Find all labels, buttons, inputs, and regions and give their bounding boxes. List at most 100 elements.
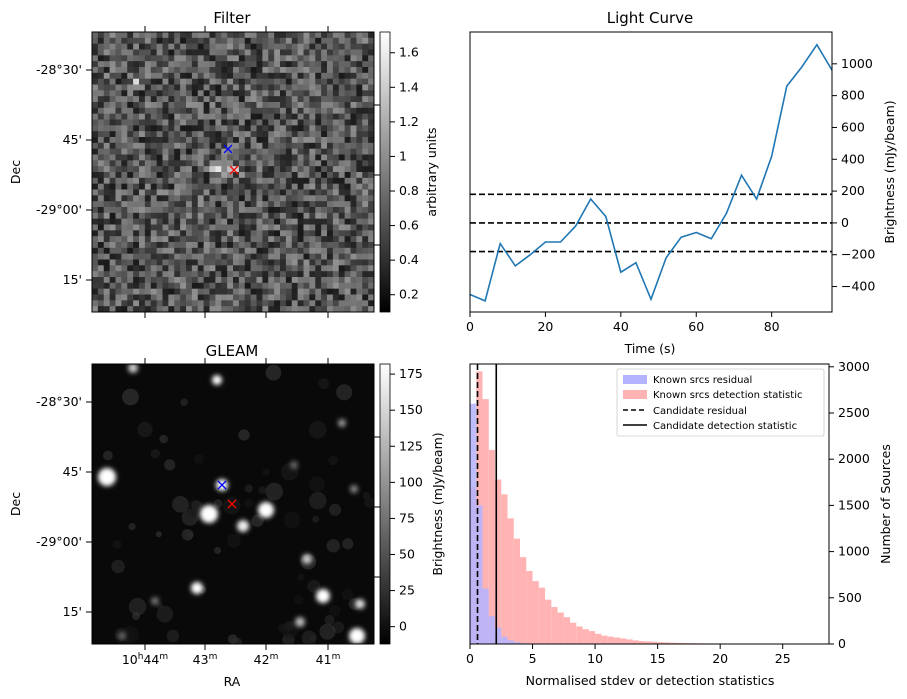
filter-pixel: [250, 212, 257, 220]
filter-pixel: [368, 113, 374, 120]
filter-pixel: [174, 271, 181, 278]
filter-pixel: [368, 142, 374, 150]
filter-pixel: [315, 207, 322, 214]
filter-pixel: [209, 172, 216, 179]
filter-pixel: [103, 125, 111, 132]
filter-pixel: [285, 172, 293, 179]
filter-pixel: [180, 142, 187, 150]
filter-pixel: [127, 201, 134, 208]
filter-pixel: [291, 166, 299, 173]
filter-pixel: [191, 96, 199, 103]
filter-pixel: [362, 72, 369, 80]
filter-pixel: [262, 195, 269, 202]
filter-pixel: [121, 195, 128, 202]
filter-pixel: [162, 294, 169, 301]
filter-pixel: [315, 306, 322, 312]
filter-pixel: [144, 37, 152, 45]
filter-pixel: [338, 271, 346, 278]
filter-pixel: [262, 125, 269, 132]
filter-pixel: [356, 61, 363, 68]
gleam-ticks: -28°30'45'-29°00'15'10h44m 43m 42m 41m: [36, 358, 380, 667]
filter-pixel: [321, 148, 328, 155]
filter-pixel: [162, 236, 169, 243]
filter-pixel: [285, 78, 293, 85]
residual-bar: [501, 636, 508, 644]
filter-pixel: [368, 78, 374, 85]
filter-pixel: [303, 247, 310, 255]
filter-pixel: [197, 300, 205, 307]
filter-pixel: [215, 49, 222, 56]
filter-pixel: [285, 72, 293, 80]
filter-pixel: [144, 242, 152, 249]
filter-pixel: [285, 300, 293, 307]
filter-pixel: [203, 37, 210, 45]
filter-pixel: [168, 84, 175, 91]
filter-pixel: [350, 37, 357, 45]
filter-pixel: [321, 271, 328, 278]
filter-pixel: [209, 288, 216, 295]
candidate-marker: [229, 165, 239, 175]
filter-pixel: [238, 102, 246, 109]
filter-pixel: [350, 207, 357, 214]
filter-pixel: [238, 294, 246, 301]
filter-pixel: [133, 265, 140, 272]
filter-pixel: [338, 172, 346, 179]
filter-pixel: [303, 96, 310, 103]
filter-pixel: [227, 277, 234, 284]
filter-pixel: [233, 96, 240, 103]
filter-pixel: [191, 84, 199, 91]
filter-pixel: [121, 154, 128, 161]
filter-pixel: [344, 189, 351, 196]
filter-pixel: [109, 37, 116, 45]
filter-pixel: [109, 300, 116, 307]
known-source-marker: [223, 144, 233, 154]
filter-pixel: [127, 32, 134, 39]
filter-pixel: [274, 78, 281, 85]
filter-pixel: [268, 119, 275, 126]
filter-pixel: [109, 32, 116, 39]
filter-pixel: [303, 148, 310, 155]
filter-pixel: [115, 183, 122, 190]
filter-pixel: [186, 119, 193, 126]
filter-pixel: [291, 212, 299, 220]
filter-pixel: [250, 271, 257, 278]
filter-pixel: [338, 277, 346, 284]
filter-pixel: [115, 78, 122, 85]
filter-pixel: [186, 201, 193, 208]
filter-pixel: [321, 277, 328, 284]
filter-pixel: [156, 212, 163, 220]
filter-pixel: [197, 242, 205, 249]
filter-pixel: [244, 177, 252, 185]
filter-pixel: [344, 294, 351, 301]
filter-pixel: [350, 43, 357, 50]
filter-pixel: [362, 218, 369, 225]
filter-pixel: [121, 271, 128, 278]
light-curve-ylabel: Brightness (mJy/beam): [882, 100, 897, 243]
filter-pixel: [144, 72, 152, 80]
filter-pixel: [309, 183, 316, 190]
filter-pixel: [150, 224, 158, 231]
filter-pixel: [321, 113, 328, 120]
filter-pixel: [150, 43, 158, 50]
filter-pixel: [321, 49, 328, 56]
filter-pixel: [144, 84, 152, 91]
filter-pixel: [227, 119, 234, 126]
filter-pixel: [150, 49, 158, 56]
filter-pixel: [321, 294, 328, 301]
ytick-label: 2500: [838, 405, 870, 420]
filter-pixel: [327, 201, 334, 208]
filter-pixel: [168, 282, 175, 290]
filter-pixel: [168, 300, 175, 307]
filter-pixel: [233, 78, 240, 85]
filter-pixel: [227, 265, 234, 272]
filter-pixel: [203, 55, 210, 62]
filter-pixel: [133, 154, 140, 161]
filter-pixel: [121, 189, 128, 196]
filter-pixel: [227, 166, 234, 173]
filter-pixel: [156, 259, 163, 266]
filter-pixel: [174, 137, 181, 144]
filter-pixel: [168, 37, 175, 45]
filter-pixel: [121, 160, 128, 167]
filter-pixel: [139, 242, 146, 249]
filter-pixel: [203, 107, 210, 115]
